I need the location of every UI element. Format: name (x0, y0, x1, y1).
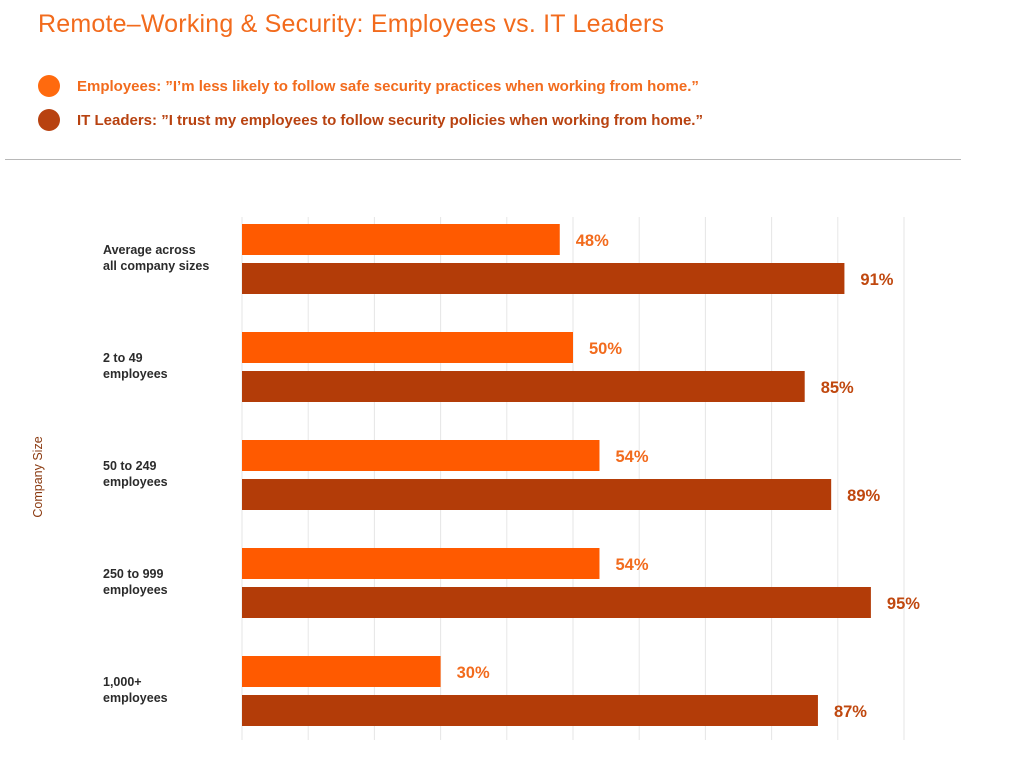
data-label-employees: 48% (576, 232, 609, 250)
chart-title: Remote–Working & Security: Employees vs.… (38, 10, 665, 38)
labels: Average across all company sizes 48% 91% 2 t… (103, 232, 920, 721)
legend-label-employees: Employees: ”I’m less likely to follow sa… (77, 77, 699, 95)
category-label: 50 to 249 employees (103, 459, 168, 489)
data-label-it-leaders: 89% (847, 487, 880, 505)
data-label-it-leaders: 87% (834, 703, 867, 721)
bar-it-leaders (242, 587, 871, 618)
bar-employees (242, 656, 441, 687)
category-label: Average across all company sizes (103, 243, 209, 273)
legend-item-it-leaders: IT Leaders: ”I trust my employees to fol… (38, 107, 703, 133)
bar-employees (242, 548, 600, 579)
gridlines (241, 217, 905, 740)
legend-item-employees: Employees: ”I’m less likely to follow sa… (38, 73, 703, 99)
data-label-employees: 50% (589, 340, 622, 358)
bar-employees (242, 332, 573, 363)
data-label-it-leaders: 91% (860, 271, 893, 289)
data-label-employees: 30% (457, 664, 490, 682)
category-label: 1,000+ employees (103, 675, 168, 705)
bar-it-leaders (242, 695, 818, 726)
bar-employees (242, 224, 560, 255)
y-axis-label: Company Size (31, 436, 45, 517)
bar-it-leaders (242, 263, 845, 294)
data-label-it-leaders: 85% (821, 379, 854, 397)
bars (242, 224, 871, 726)
data-label-employees: 54% (615, 448, 648, 466)
bar-it-leaders (242, 371, 805, 402)
data-label-employees: 54% (615, 556, 648, 574)
divider (5, 159, 961, 160)
legend-label-it-leaders: IT Leaders: ”I trust my employees to fol… (77, 111, 703, 129)
category-label: 2 to 49 employees (103, 351, 168, 381)
bar-it-leaders (242, 479, 832, 510)
category-label: 250 to 999 employees (103, 567, 168, 597)
legend-swatch-it-leaders (38, 109, 60, 131)
legend-swatch-employees (38, 75, 60, 97)
bar-employees (242, 440, 600, 471)
legend: Employees: ”I’m less likely to follow sa… (38, 73, 703, 141)
data-label-it-leaders: 95% (887, 595, 920, 613)
